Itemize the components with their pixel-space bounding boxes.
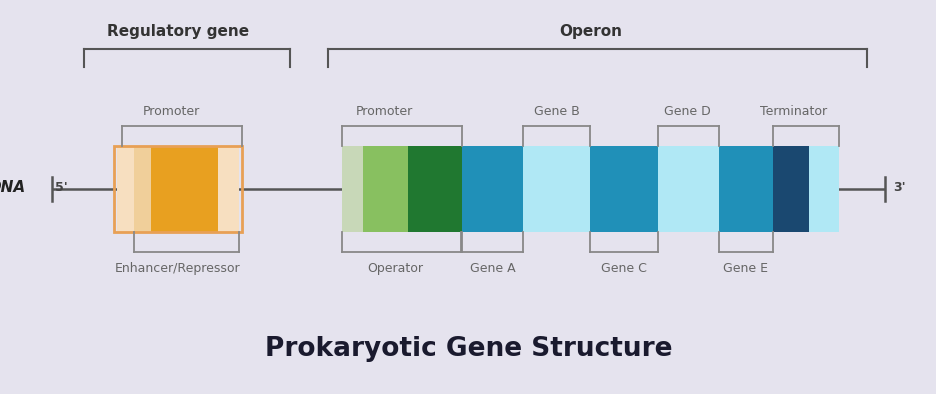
Text: Operon: Operon [558, 24, 622, 39]
Text: Terminator: Terminator [759, 105, 826, 118]
Bar [342, 146, 362, 232]
Text: Promoter: Promoter [355, 105, 413, 118]
Text: Prokaryotic Gene Structure: Prokaryotic Gene Structure [265, 336, 671, 362]
Text: Gene D: Gene D [664, 105, 710, 118]
Text: Regulatory gene: Regulatory gene [107, 24, 249, 39]
Bar [134, 146, 151, 232]
Bar [772, 146, 808, 232]
Bar [718, 146, 772, 232]
Text: 3': 3' [892, 181, 904, 193]
Bar [218, 146, 239, 232]
Text: Gene C: Gene C [601, 262, 646, 275]
Bar [808, 146, 838, 232]
Bar [461, 146, 522, 232]
Text: DNA: DNA [0, 180, 26, 195]
Bar [117, 146, 134, 232]
Text: Promoter: Promoter [142, 105, 200, 118]
Bar [407, 146, 461, 232]
Text: Gene A: Gene A [470, 262, 515, 275]
Bar [362, 146, 407, 232]
Text: Gene E: Gene E [723, 262, 768, 275]
Bar [114, 146, 241, 232]
Text: 5': 5' [55, 181, 68, 193]
Bar [522, 146, 590, 232]
Bar [657, 146, 718, 232]
Text: Enhancer/Repressor: Enhancer/Repressor [115, 262, 241, 275]
Text: Operator: Operator [367, 262, 423, 275]
Bar [590, 146, 657, 232]
Text: Gene B: Gene B [534, 105, 578, 118]
Bar [151, 146, 218, 232]
